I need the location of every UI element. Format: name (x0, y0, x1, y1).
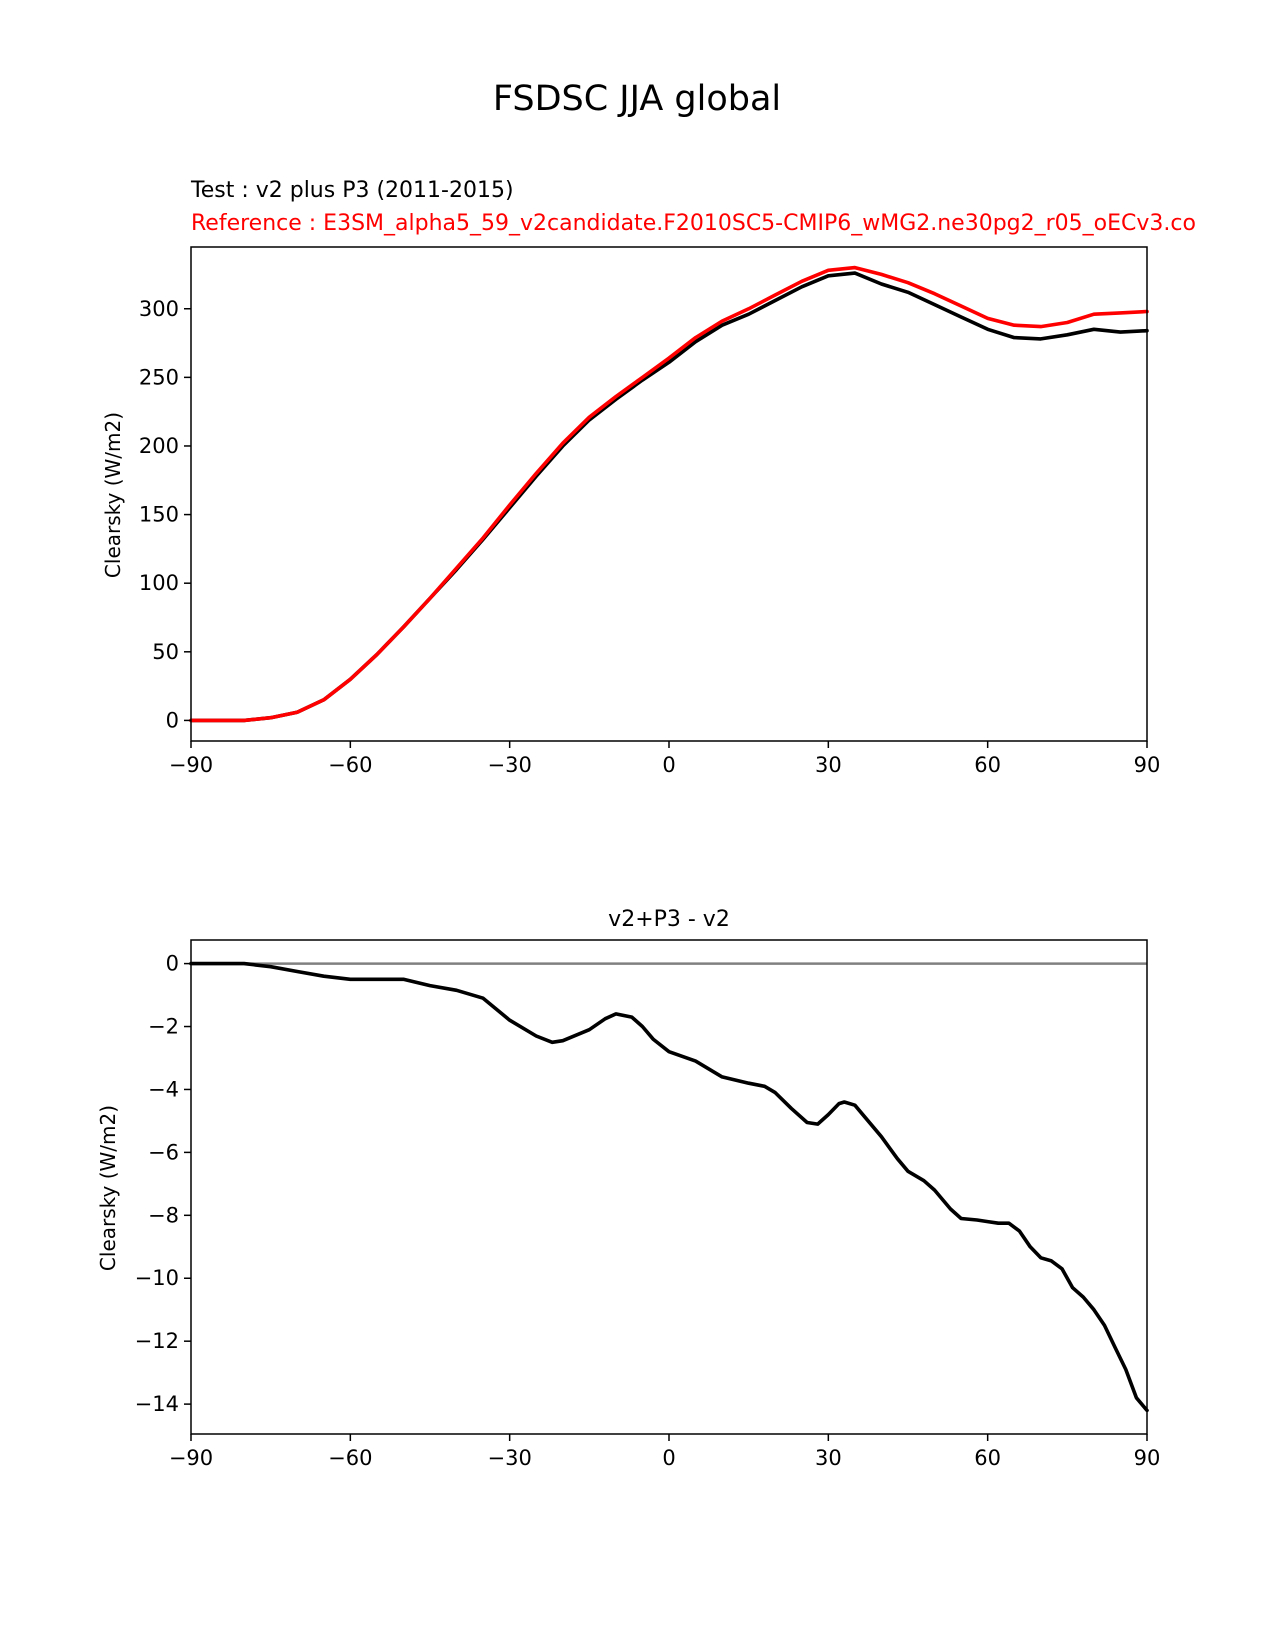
x-tick-label: −60 (328, 1446, 372, 1470)
y-tick-label: −14 (135, 1392, 179, 1416)
chart2-ylabel: Clearsky (W/m2) (96, 1105, 120, 1271)
chart2-title: v2+P3 - v2 (608, 907, 730, 932)
chart1-title-test: Test : v2 plus P3 (2011-2015) (190, 178, 514, 203)
y-tick-label: −2 (148, 1015, 179, 1039)
chart1-title-reference: Reference : E3SM_alpha5_59_v2candidate.F… (191, 211, 1196, 236)
y-tick-label: 50 (152, 640, 179, 664)
y-tick-label: 300 (139, 297, 179, 321)
y-tick-label: 0 (166, 708, 179, 732)
x-tick-label: 0 (662, 1446, 675, 1470)
x-tick-label: 30 (815, 753, 842, 777)
y-tick-label: 0 (166, 952, 179, 976)
x-tick-label: 90 (1134, 1446, 1161, 1470)
x-tick-label: 60 (974, 1446, 1001, 1470)
y-tick-label: −6 (148, 1140, 179, 1164)
x-tick-label: 60 (974, 753, 1001, 777)
y-tick-label: 150 (139, 503, 179, 527)
y-tick-label: −12 (135, 1329, 179, 1353)
x-tick-label: 30 (815, 1446, 842, 1470)
figure-title: FSDSC JJA global (493, 79, 781, 119)
y-tick-label: 200 (139, 434, 179, 458)
chart2-plot-area: −90 −60 −30 0 30 60 90 0 −2 −4 −6 −8 −10 −12 −14 (135, 939, 1161, 1470)
x-tick-label: −30 (488, 753, 532, 777)
y-tick-label: −8 (148, 1203, 179, 1227)
x-tick-label: −30 (488, 1446, 532, 1470)
x-tick-label: −90 (169, 1446, 213, 1470)
chart1-ylabel: Clearsky (W/m2) (101, 412, 125, 578)
x-tick-label: −90 (169, 753, 213, 777)
series-line-test (189, 271, 1149, 723)
y-tick-label: 250 (139, 365, 179, 389)
y-tick-label: 100 (139, 571, 179, 595)
y-tick-label: −10 (135, 1266, 179, 1290)
chart1-plot-area: −90 −60 −30 0 30 60 90 0 50 100 150 200 250 300 (139, 246, 1161, 777)
y-tick-label: −4 (148, 1077, 179, 1101)
axes-frame (190, 939, 1148, 1435)
series-line-difference (189, 961, 1149, 1413)
x-tick-label: −60 (328, 753, 372, 777)
x-tick-label: 90 (1134, 753, 1161, 777)
series-line-reference (189, 265, 1149, 723)
x-tick-label: 0 (662, 753, 675, 777)
